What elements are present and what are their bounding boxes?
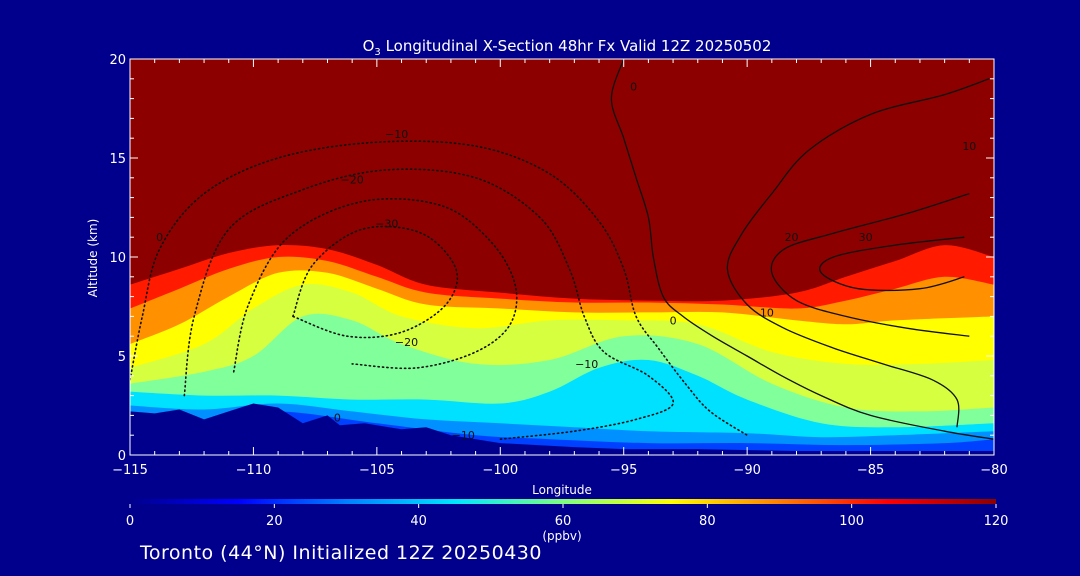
x-tick-label: −85 bbox=[857, 463, 884, 478]
x-axis-label: Longitude bbox=[532, 483, 592, 497]
contour-label: 0 bbox=[630, 81, 637, 94]
chart-title-rest: Longitudinal X-Section 48hr Fx Valid 12Z… bbox=[381, 37, 772, 55]
colorbar-tick-label: 60 bbox=[555, 514, 572, 529]
contour-label: −20 bbox=[395, 336, 418, 349]
y-tick-label: 10 bbox=[109, 251, 126, 266]
contour-label: 20 bbox=[785, 231, 799, 244]
contour-label: 0 bbox=[156, 231, 163, 244]
contour-0-solid bbox=[610, 59, 994, 440]
y-tick-label: 15 bbox=[109, 152, 126, 167]
colorbar-tick-label: 120 bbox=[984, 514, 1009, 529]
contour-label: −10 bbox=[575, 358, 598, 371]
contour-30-solid bbox=[819, 236, 965, 292]
plot-area: 0 −10 −20 −30 0 −20 0 −10 −10 0 10 20 30 10 bbox=[130, 59, 994, 455]
contour-label: 10 bbox=[962, 140, 976, 153]
contour-minus30-dotted bbox=[292, 225, 459, 339]
terrain-mask bbox=[130, 403, 994, 455]
x-tick-label: −115 bbox=[112, 463, 148, 478]
contour-label: 30 bbox=[859, 231, 873, 244]
contour-0-dotted bbox=[130, 140, 748, 436]
footer-initialization-text: Toronto (44°N) Initialized 12Z 20250430 bbox=[140, 542, 542, 564]
colorbar-tick-label: 80 bbox=[699, 514, 716, 529]
colorbar-tick-label: 100 bbox=[839, 514, 864, 529]
contour-label: −10 bbox=[452, 429, 475, 442]
ozone-fill-layers bbox=[130, 244, 994, 455]
y-tick-label: 0 bbox=[118, 449, 126, 464]
contour-layer bbox=[130, 59, 994, 440]
x-tick-label: −105 bbox=[359, 463, 395, 478]
x-tick-label: −95 bbox=[610, 463, 637, 478]
y-axis-label: Altitude (km) bbox=[86, 219, 100, 298]
contour-10-solid bbox=[726, 78, 990, 428]
x-axis: −115 −110 −105 −100 −95 −90 −85 −80 bbox=[112, 59, 1008, 478]
chart-title: O3 Longitudinal X-Section 48hr Fx Valid … bbox=[363, 37, 772, 58]
x-tick-label: −90 bbox=[733, 463, 760, 478]
colorbar-ticks: 0 20 40 60 80 100 120 bbox=[126, 504, 1009, 529]
x-tick-label: −80 bbox=[980, 463, 1007, 478]
contour-label: −30 bbox=[375, 217, 398, 230]
contour-label: 0 bbox=[334, 411, 341, 424]
x-tick-label: −100 bbox=[482, 463, 518, 478]
contour-label: 0 bbox=[670, 314, 677, 327]
y-tick-label: 20 bbox=[109, 53, 126, 68]
contour-minus20-dotted bbox=[232, 197, 518, 373]
colorbar-label: (ppbv) bbox=[542, 529, 581, 543]
contour-label: −10 bbox=[385, 128, 408, 141]
y-axis: 0 5 10 15 20 bbox=[109, 53, 994, 464]
contour-label: −20 bbox=[341, 174, 364, 187]
colorbar-tick-label: 20 bbox=[266, 514, 283, 529]
contour-label: 10 bbox=[760, 306, 774, 319]
terrain-layer bbox=[130, 403, 994, 455]
chart-title-subscript: 3 bbox=[374, 47, 380, 58]
contour-minus10-dotted bbox=[183, 168, 674, 440]
chart-title-prefix: O bbox=[363, 37, 375, 55]
contour-20-solid bbox=[770, 192, 970, 337]
colorbar-tick-label: 0 bbox=[126, 514, 134, 529]
colorbar-tick-label: 40 bbox=[410, 514, 427, 529]
y-tick-label: 5 bbox=[118, 350, 126, 365]
contour-label-layer: 0 −10 −20 −30 0 −20 0 −10 −10 0 10 20 30 10 bbox=[156, 81, 976, 442]
x-tick-label: −110 bbox=[236, 463, 272, 478]
colorbar bbox=[130, 499, 996, 504]
